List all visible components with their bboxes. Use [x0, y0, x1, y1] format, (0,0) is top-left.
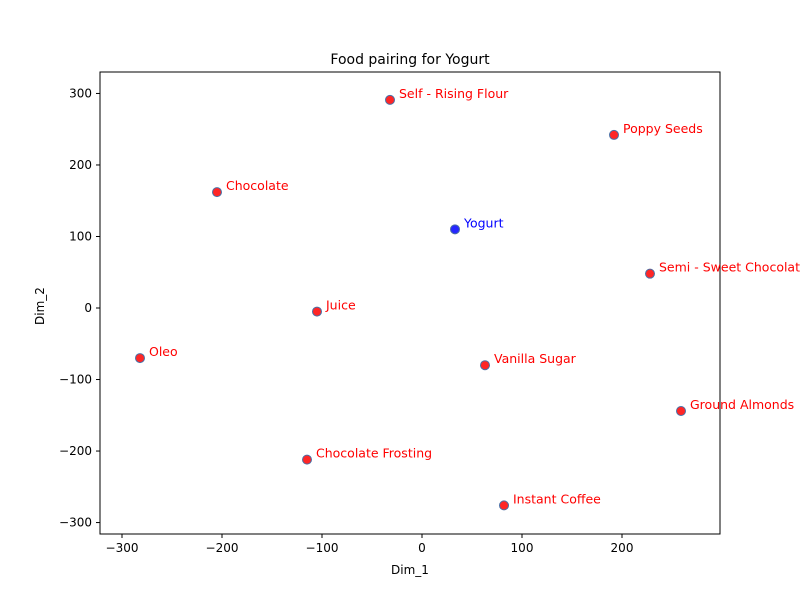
- data-point: [450, 224, 460, 235]
- y-axis-label: Dim_2: [33, 287, 47, 325]
- data-point: [676, 405, 686, 416]
- data-point: [480, 360, 490, 371]
- point-label: Vanilla Sugar: [494, 351, 577, 366]
- data-point: [302, 454, 312, 465]
- point-label: Ground Almonds: [690, 397, 794, 412]
- y-tick-label: −200: [59, 444, 92, 458]
- plot-area: −300 −200 −100 0 100 200 −300 −200 −100 0 100 200 30…: [59, 71, 800, 555]
- x-tick-label: 0: [418, 541, 426, 555]
- data-point: [645, 268, 655, 279]
- x-tick-label: 200: [611, 541, 634, 555]
- point-label: Instant Coffee: [513, 491, 601, 506]
- x-tick-label: −100: [306, 541, 339, 555]
- data-point: [212, 187, 222, 198]
- data-point: [312, 306, 322, 317]
- chart-title: Food pairing for Yogurt: [330, 52, 490, 68]
- x-tick-label: −300: [106, 541, 139, 555]
- data-point: [385, 94, 395, 105]
- x-tick-label: 100: [511, 541, 534, 555]
- y-tick-label: 300: [69, 86, 92, 100]
- x-axis-label: Dim_1: [391, 563, 429, 577]
- y-tick-label: −100: [59, 373, 92, 387]
- point-label: Oleo: [149, 344, 178, 359]
- y-tick-label: 200: [69, 158, 92, 172]
- x-tick-label: −200: [206, 541, 239, 555]
- point-label: Yogurt: [463, 215, 504, 230]
- point-label: Juice: [325, 298, 356, 313]
- y-tick-label: 100: [69, 229, 92, 243]
- plot-frame: [99, 71, 721, 535]
- point-label: Chocolate Frosting: [316, 446, 432, 461]
- data-point: [609, 129, 619, 140]
- point-label: Poppy Seeds: [623, 121, 703, 136]
- point-label: Semi - Sweet Chocolate: [659, 260, 800, 275]
- data-point: [135, 353, 145, 364]
- y-tick-label: 0: [84, 301, 92, 315]
- point-label: Chocolate: [226, 178, 289, 193]
- point-label: Self - Rising Flour: [399, 86, 509, 101]
- y-tick-label: −300: [59, 516, 92, 530]
- data-point: [499, 500, 509, 511]
